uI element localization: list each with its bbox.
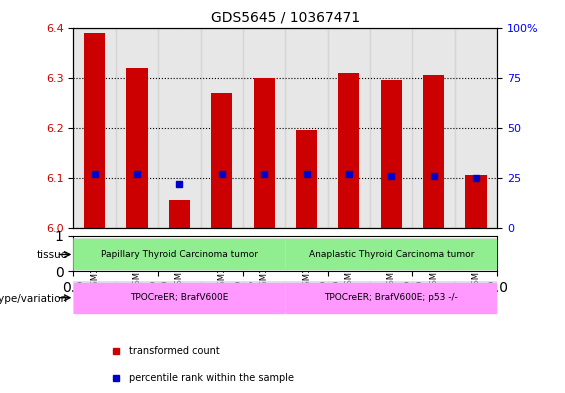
Bar — [158, 28, 201, 228]
Text: percentile rank within the sample: percentile rank within the sample — [128, 373, 294, 383]
Bar — [243, 281, 285, 314]
Bar — [286, 239, 496, 270]
Bar — [73, 28, 116, 228]
Bar — [201, 28, 243, 228]
Bar — [254, 77, 275, 228]
Text: tissue: tissue — [37, 250, 68, 261]
Bar — [412, 281, 455, 314]
Bar — [285, 238, 328, 271]
Bar — [201, 281, 243, 314]
Bar — [370, 28, 412, 228]
Bar — [370, 238, 412, 271]
Bar — [455, 281, 497, 314]
Text: TPOCreER; BrafV600E; p53 -/-: TPOCreER; BrafV600E; p53 -/- — [324, 293, 458, 302]
Bar — [169, 200, 190, 228]
Bar — [116, 28, 158, 228]
Bar — [285, 281, 328, 314]
Bar — [158, 238, 201, 271]
Text: Papillary Thyroid Carcinoma tumor: Papillary Thyroid Carcinoma tumor — [101, 250, 258, 259]
Bar — [412, 238, 455, 271]
Bar — [116, 281, 158, 314]
Bar — [285, 28, 328, 228]
Bar — [455, 238, 497, 271]
Text: genotype/variation: genotype/variation — [0, 294, 68, 304]
Text: Anaplastic Thyroid Carcinoma tumor: Anaplastic Thyroid Carcinoma tumor — [308, 250, 474, 259]
Bar — [73, 238, 116, 271]
Bar — [75, 239, 285, 270]
Bar — [381, 80, 402, 228]
Bar — [75, 283, 285, 313]
Bar — [412, 28, 455, 228]
Bar — [286, 283, 496, 313]
Bar — [338, 73, 359, 228]
Bar — [328, 238, 370, 271]
Bar — [84, 33, 105, 228]
Title: GDS5645 / 10367471: GDS5645 / 10367471 — [211, 11, 360, 25]
Bar — [211, 93, 232, 228]
Text: TPOCreER; BrafV600E: TPOCreER; BrafV600E — [130, 293, 229, 302]
Bar — [423, 75, 444, 228]
Bar — [466, 175, 486, 228]
Bar — [243, 238, 285, 271]
Bar — [328, 281, 370, 314]
Bar — [243, 28, 285, 228]
Bar — [201, 238, 243, 271]
Bar — [127, 68, 147, 228]
Bar — [296, 130, 317, 228]
Bar — [455, 28, 497, 228]
Bar — [328, 28, 370, 228]
Bar — [116, 238, 158, 271]
Text: transformed count: transformed count — [128, 345, 219, 356]
Bar — [158, 281, 201, 314]
Bar — [73, 281, 116, 314]
Bar — [370, 281, 412, 314]
